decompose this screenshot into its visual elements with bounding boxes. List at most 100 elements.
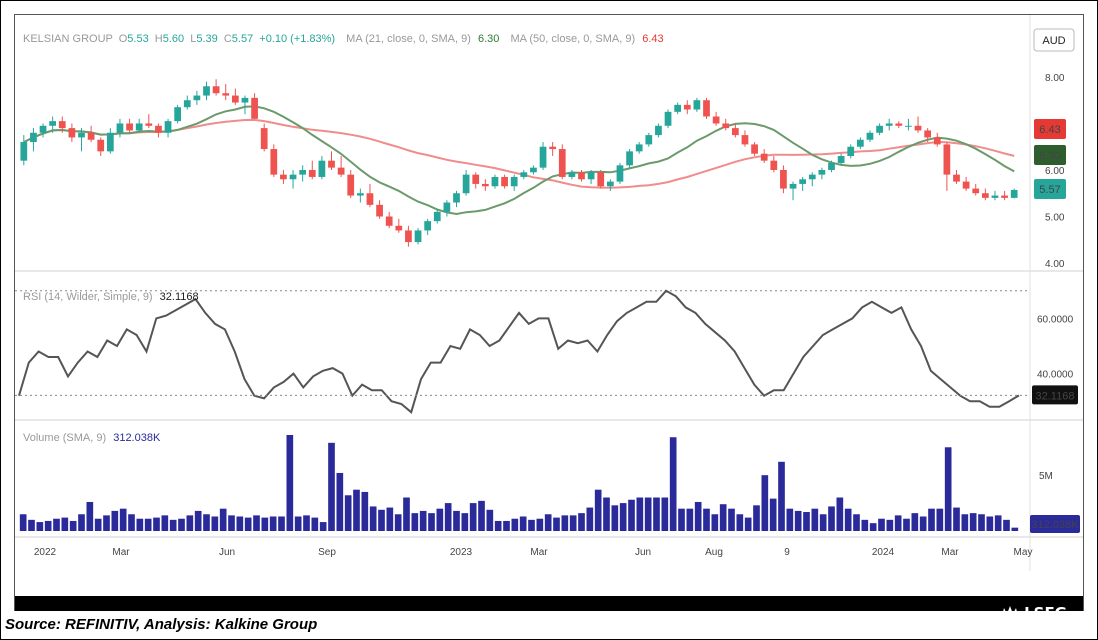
candle-body (683, 104, 691, 110)
time-tick-label: Jun (219, 547, 235, 558)
volume-tick-label: 5M (1039, 471, 1053, 482)
price-label-box (1034, 145, 1066, 165)
candle-body (530, 167, 537, 173)
candle-body (1010, 189, 1018, 198)
volume-bar (769, 498, 777, 531)
volume-bar (444, 503, 452, 531)
volume-bar (128, 514, 135, 531)
volume-bar (419, 510, 427, 531)
time-tick-label: Mar (112, 547, 130, 558)
volume-bar (119, 508, 127, 531)
rsi-legend: RSI (14, Wilder, Simple, 9) 32.1168 (23, 291, 199, 303)
candle-body (106, 132, 114, 152)
ma21-legend: MA (21, close, 0, SMA, 9) (346, 33, 471, 45)
source-caption: Source: REFINITIV, Analysis: Kalkine Gro… (5, 616, 318, 633)
candle-body (424, 221, 432, 231)
volume-bar (19, 514, 27, 531)
currency-box[interactable] (1033, 28, 1075, 52)
volume-bar (319, 522, 327, 531)
rsi-label-text: 32.1168 (1036, 390, 1075, 402)
ma21-line (23, 105, 1015, 216)
time-tick-label: Aug (705, 547, 723, 558)
volume-bar (528, 519, 535, 531)
volume-bar (728, 508, 735, 531)
volume-bar (844, 508, 852, 531)
volume-bar (294, 516, 302, 531)
volume-bar (703, 508, 710, 531)
volume-bar (611, 505, 619, 531)
volume-bar (778, 461, 785, 531)
volume-bar (44, 520, 52, 531)
candle-body (395, 225, 403, 231)
candle-body (337, 167, 345, 175)
rsi-tick-label: 40.0000 (1037, 370, 1074, 381)
volume-bar (861, 519, 869, 531)
volume-bar (619, 503, 627, 531)
volume-bar (1011, 527, 1019, 531)
candle-body (212, 86, 220, 94)
candle-body (751, 144, 758, 154)
volume-bar (411, 513, 419, 531)
rsi-line (18, 289, 1020, 414)
volume-bar (486, 509, 494, 531)
volume-bar (286, 435, 294, 531)
candle-body (885, 123, 893, 126)
rsi-label-box (1032, 385, 1078, 405)
volume-value: 312.038K (113, 432, 161, 444)
volume-bar (953, 507, 960, 531)
volume-bar (211, 516, 219, 531)
candle-body (366, 193, 374, 205)
volume-bar (186, 515, 194, 531)
close-value: 5.57 (232, 33, 253, 45)
volume-bar (969, 513, 977, 531)
candle-body (549, 146, 557, 150)
candle-body (914, 125, 922, 131)
currency-label: AUD (1042, 35, 1065, 47)
candle-body (405, 230, 412, 243)
lseg-logo-icon (1001, 606, 1019, 620)
price-legend: KELSIAN GROUP O5.53 H5.60 L5.39 C5.57 +0… (23, 33, 664, 45)
volume-bar (853, 514, 860, 531)
candle-body (164, 121, 172, 133)
candle-body (347, 174, 355, 196)
candle-body (97, 139, 105, 152)
candle-body (155, 125, 162, 133)
price-chart: 60.0000 40.0000 32.1168 5M 312.038K 2022 Mar… (15, 15, 1083, 571)
volume-bar (236, 516, 244, 531)
footer-bar (15, 596, 1083, 611)
candle-body (722, 123, 730, 129)
volume-bar (386, 507, 394, 531)
candle-body (222, 93, 230, 96)
volume-bar (978, 514, 985, 531)
time-tick-label: Sep (318, 547, 336, 558)
candle-body (1001, 195, 1008, 198)
candle-body (568, 172, 576, 177)
candle-body (414, 230, 422, 243)
volume-bar (719, 504, 727, 531)
chart-panel: 60.0000 40.0000 32.1168 5M 312.038K 2022 Mar… (14, 14, 1084, 622)
volume-bar (436, 508, 444, 531)
volume-bar (894, 515, 902, 531)
candle-body (49, 121, 57, 126)
time-tick-label: 2022 (34, 547, 57, 558)
volume-label-box (1030, 515, 1080, 533)
volume-bar (536, 518, 544, 531)
candle-body (539, 146, 547, 168)
candle-body (376, 204, 383, 217)
volume-bar (461, 513, 469, 531)
candle-body (703, 100, 710, 117)
time-tick-label: 9 (784, 547, 790, 558)
candle-body (991, 195, 999, 198)
volume-bar (911, 513, 919, 531)
price-tick-label: 6.00 (1045, 166, 1065, 177)
volume-bar (111, 510, 119, 531)
volume-bar (103, 515, 110, 531)
volume-bar (661, 497, 669, 531)
volume-bar (394, 514, 402, 531)
candle-body (491, 176, 499, 187)
volume-bar (869, 523, 877, 531)
volume-bar (961, 514, 969, 531)
volume-bar (478, 500, 485, 531)
candle-body (356, 193, 364, 196)
candle-body (693, 100, 701, 110)
